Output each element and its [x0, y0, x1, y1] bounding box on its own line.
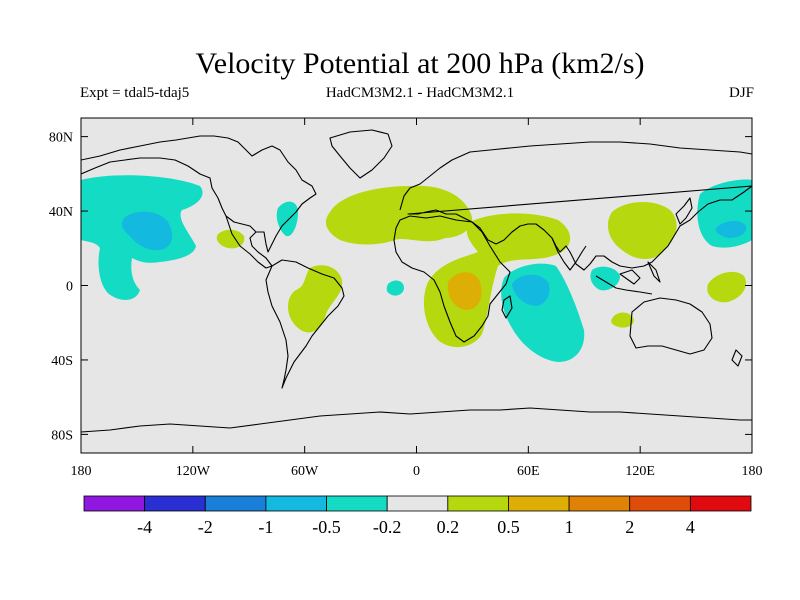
positive-region-east-asia	[607, 201, 677, 259]
strong-negative-region-nw-pacific	[715, 220, 747, 238]
colorbar-label: -0.5	[312, 517, 341, 537]
colorbar-label: 0.5	[497, 517, 520, 537]
africa-coastline	[393, 215, 511, 343]
antarctica-coastline	[81, 407, 752, 433]
greenland-coastline	[329, 129, 393, 179]
x-tick-label: 120W	[176, 464, 211, 479]
x-tick-label: 60E	[517, 464, 540, 479]
colorbar-swatch	[508, 495, 570, 512]
colorbar-swatch	[629, 495, 691, 512]
model-label: HadCM3M2.1 - HadCM3M2.1	[325, 85, 515, 101]
colorbar-label: 2	[625, 517, 634, 537]
colorbar-swatch	[386, 495, 449, 512]
y-tick-label: 80N	[49, 131, 73, 146]
strong-positive-region-africa	[447, 272, 482, 310]
y-tick-label: 40N	[49, 205, 73, 220]
latitude-axis: 80N 40N 0 40S 80S	[49, 131, 752, 443]
positive-region-indonesia-south	[611, 312, 634, 328]
positive-region-mideast	[423, 213, 571, 348]
south-america-coastline	[265, 259, 345, 389]
colorbar-swatch	[83, 495, 146, 512]
contour-fields	[81, 175, 752, 362]
colorbar-label: 1	[565, 517, 574, 537]
y-tick-label: 0	[66, 280, 73, 295]
indonesia-coastline	[595, 261, 661, 295]
colorbar-swatch	[265, 495, 327, 512]
positive-region-mexico	[216, 229, 245, 249]
madagascar-coastline	[501, 295, 513, 319]
positive-region-west-pacific	[707, 271, 747, 303]
eurasia-coastline	[399, 141, 752, 271]
australia-coastline	[629, 297, 713, 355]
negative-region-gulf-stream	[276, 201, 298, 237]
positive-region-south-america	[288, 265, 343, 333]
strong-negative-region-indian	[512, 274, 550, 306]
colorbar-swatch	[568, 495, 631, 512]
north-america-coastline	[81, 135, 317, 253]
colorbar-label: 4	[686, 517, 695, 537]
map-background	[81, 118, 752, 453]
colorbar-label: -0.2	[373, 517, 402, 537]
positive-region-atlantic	[325, 185, 473, 245]
y-tick-label: 40S	[51, 354, 73, 369]
colorbar-label: -4	[137, 517, 152, 537]
colorbar-swatch	[204, 495, 267, 512]
colorbar-label: 0.2	[437, 517, 460, 537]
colorbar: -4 -2 -1 -0.5 -0.2 0.2 0.5 1 2 4	[83, 495, 752, 537]
x-tick-label: 0	[413, 464, 420, 479]
colorbar-swatch	[326, 495, 388, 512]
map-title: Velocity Potential at 200 hPa (km2/s)	[195, 47, 645, 80]
japan-coastline	[675, 197, 693, 225]
negative-region-tropical-atlantic	[386, 280, 404, 296]
india-coastline	[551, 237, 587, 271]
strong-negative-region-pacific	[122, 211, 173, 251]
longitude-axis: 180 120W 60W 0 60E 120E 180	[71, 118, 763, 479]
central-america-coastline	[225, 215, 273, 269]
colorbar-label: -1	[258, 517, 273, 537]
y-tick-label: 80S	[51, 428, 73, 443]
colorbar-swatch	[689, 495, 752, 512]
colorbar-label: -2	[198, 517, 213, 537]
colorbar-swatch	[447, 495, 509, 512]
season-label: DJF	[728, 85, 754, 101]
x-tick-label: 180	[742, 464, 763, 479]
negative-region-maritime	[590, 266, 620, 291]
x-tick-label: 120E	[625, 464, 655, 479]
x-tick-label: 60W	[291, 464, 319, 479]
x-tick-label: 180	[71, 464, 92, 479]
coastlines	[81, 129, 752, 433]
experiment-label: Expt = tdal5-tdaj5	[80, 85, 190, 101]
new-zealand-coastline	[731, 349, 743, 367]
colorbar-swatch	[144, 495, 206, 512]
